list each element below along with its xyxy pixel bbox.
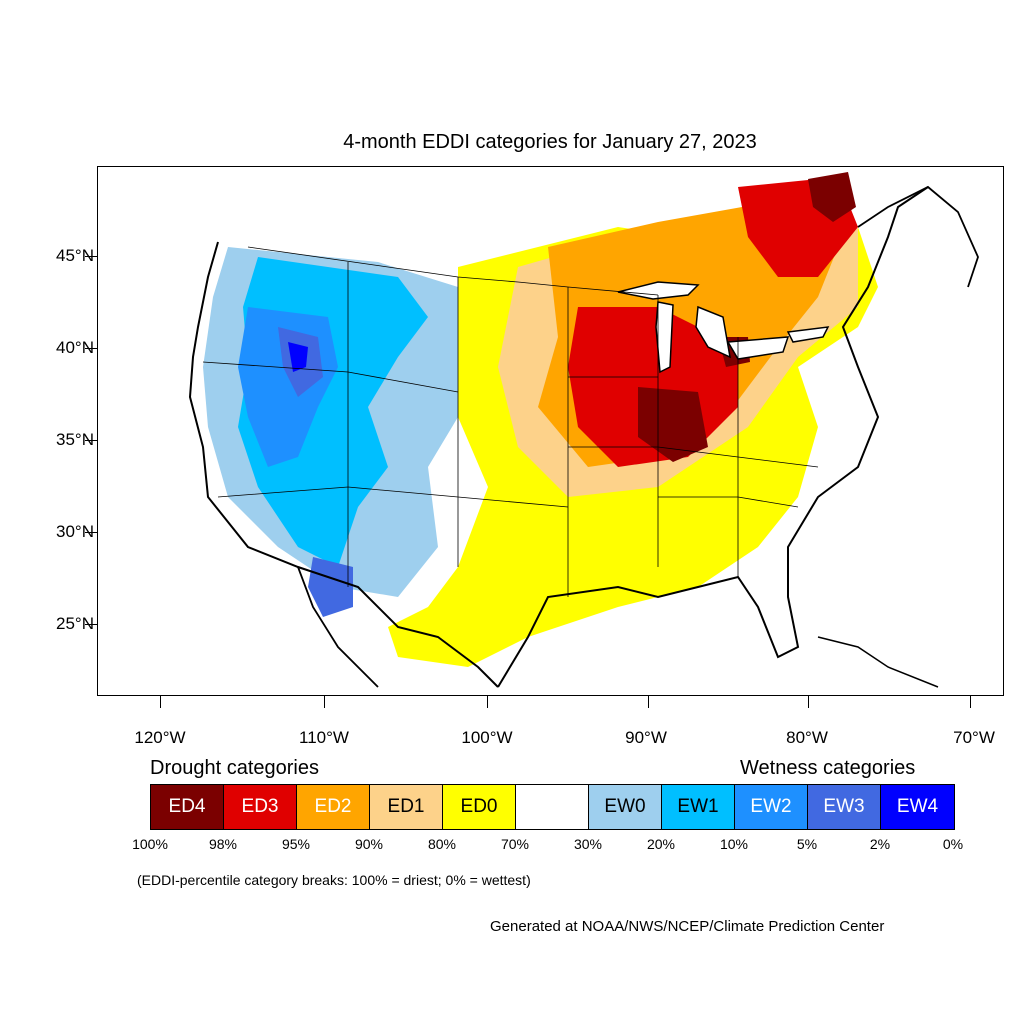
wetness-heading: Wetness categories [740,757,916,779]
percentile-label: 98% [208,836,238,852]
percentile-label: 2% [869,836,891,852]
lat-label-25: 25°N [56,614,94,633]
legend-cell-ed3: ED3 [224,785,297,829]
percentile-label: 70% [500,836,530,852]
legend-cell-ew3: EW3 [808,785,881,829]
legend-cell-neutral [516,785,589,829]
percentile-label: 95% [281,836,311,852]
category-legend: ED4 ED3 ED2 ED1 ED0 EW0 EW1 EW2 EW3 EW4 [150,784,955,830]
wet-region-ew4 [288,342,308,372]
lat-label-30: 30°N [56,522,94,541]
lon-tick-mark [970,696,971,708]
percentile-label: 5% [796,836,818,852]
lon-tick-mark [160,696,161,708]
lat-tick-mark [85,440,97,441]
mexico-coast [297,566,379,688]
dry-region-ed4 [638,387,708,462]
map-panel [97,166,1004,696]
lat-tick-mark [85,624,97,625]
lon-label-90w: 90°W [625,728,667,747]
coastline [188,186,929,688]
lat-tick-mark [85,256,97,257]
percentile-label: 20% [646,836,676,852]
caribbean-islands [817,636,939,688]
lon-label-80w: 80°W [786,728,828,747]
state-boundaries [202,246,819,597]
legend-cell-ew2: EW2 [735,785,808,829]
percentile-label: 30% [573,836,603,852]
percentile-label: 0% [942,836,964,852]
category-note: (EDDI-percentile category breaks: 100% =… [137,872,531,888]
lat-tick-mark [85,532,97,533]
percentile-label: 90% [354,836,384,852]
legend-cell-ed0: ED0 [443,785,516,829]
lon-label-110w: 110°W [299,728,349,747]
lat-label-45: 45°N [56,246,94,265]
lat-tick-mark [85,348,97,349]
wet-region-sw [308,557,353,617]
lat-label-35: 35°N [56,430,94,449]
dry-region-ed4-ne [808,172,856,222]
lon-tick-mark [808,696,809,708]
percentile-label: 80% [427,836,457,852]
legend-cell-ed4: ED4 [151,785,224,829]
legend-cell-ew0: EW0 [589,785,662,829]
legend-cell-ew4: EW4 [881,785,954,829]
lon-label-120w: 120°W [134,728,186,747]
lon-label-100w: 100°W [461,728,513,747]
drought-heading: Drought categories [150,757,319,779]
legend-cell-ed2: ED2 [297,785,370,829]
great-lakes [617,281,830,374]
percentile-label: 100% [132,836,168,852]
eddi-map [188,167,979,688]
legend-cell-ed1: ED1 [370,785,443,829]
credit-line: Generated at NOAA/NWS/NCEP/Climate Predi… [490,918,885,935]
lon-tick-mark [324,696,325,708]
percentile-label: 10% [719,836,749,852]
lon-tick-mark [487,696,488,708]
legend-cell-ew1: EW1 [662,785,735,829]
lat-label-40: 40°N [56,338,94,357]
canada-coast [857,185,979,288]
map-title: 4-month EDDI categories for January 27, … [343,131,757,153]
lon-tick-mark [648,696,649,708]
lon-label-70w: 70°W [953,728,995,747]
